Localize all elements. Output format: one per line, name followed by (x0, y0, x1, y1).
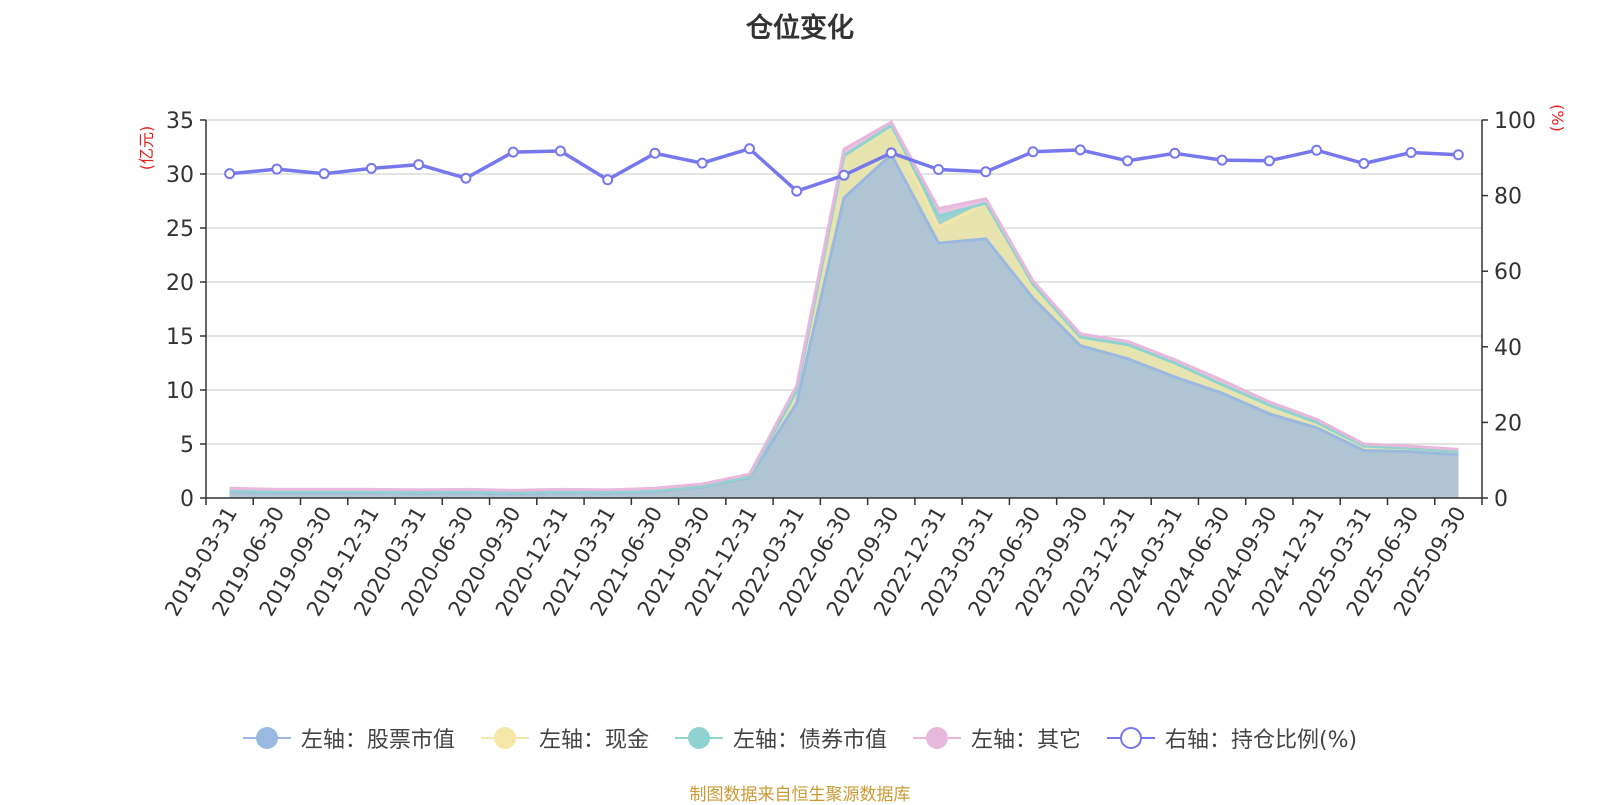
area-0 (229, 154, 1459, 498)
legend-label-stock: 左轴：股票市值 (300, 728, 455, 753)
left-axis-unit-label: (亿元) (137, 126, 156, 171)
data-source-note: 制图数据来自恒生聚源数据库 (689, 785, 911, 805)
legend-symbol-ratio-icon (1106, 726, 1155, 750)
ratio-point-18 (1074, 144, 1086, 156)
left-tick-label-1: 5 (180, 433, 194, 458)
right-tick-label-2: 40 (1494, 336, 1522, 361)
position-change-chart: 05101520253035020406080100(亿元)(%)2019-03… (137, 104, 1567, 620)
right-tick-label-5: 100 (1494, 109, 1536, 134)
right-tick-label-1: 20 (1494, 411, 1522, 436)
legend-label-cash: 左轴：现金 (538, 728, 649, 753)
left-tick-label-6: 30 (166, 163, 194, 188)
legend-symbol-bond-icon (674, 726, 723, 750)
ratio-point-23 (1311, 144, 1323, 156)
left-tick-label-5: 25 (166, 217, 194, 242)
right-tick-label-0: 0 (1494, 487, 1508, 512)
ratio-point-24 (1358, 157, 1370, 169)
left-tick-label-3: 15 (166, 325, 194, 350)
ratio-point-15 (933, 164, 945, 176)
legend-item-stock[interactable]: 左轴：股票市值 (242, 722, 455, 754)
ratio-point-9 (649, 147, 661, 159)
legend-item-ratio[interactable]: 右轴：持仓比例(%) (1106, 722, 1358, 754)
right-axis-unit-label: (%) (1548, 104, 1567, 132)
ratio-point-10 (696, 157, 708, 169)
right-tick-label-3: 60 (1494, 260, 1522, 285)
ratio-point-17 (1027, 146, 1039, 158)
ratio-point-16 (980, 166, 992, 178)
ratio-point-25 (1405, 147, 1417, 159)
legend-item-other[interactable]: 左轴：其它 (912, 722, 1081, 754)
ratio-point-20 (1169, 147, 1181, 159)
legend-item-bond[interactable]: 左轴：债券市值 (674, 722, 887, 754)
ratio-point-11 (743, 143, 755, 155)
right-tick-label-4: 80 (1494, 185, 1522, 210)
ratio-point-4 (413, 159, 425, 171)
ratio-point-26 (1452, 149, 1464, 161)
ratio-point-14 (885, 147, 897, 159)
left-tick-label-0: 0 (180, 487, 194, 512)
ratio-point-21 (1216, 154, 1228, 166)
chart-title: 仓位变化 (746, 13, 854, 44)
ratio-point-1 (271, 163, 283, 175)
ratio-point-12 (791, 185, 803, 197)
ratio-point-5 (460, 172, 472, 184)
ratio-point-13 (838, 169, 850, 181)
ratio-point-7 (554, 145, 566, 157)
chart-legend: 左轴：股票市值 左轴：现金 左轴：债券市值 左轴：其它 右轴：持仓比例(%) (0, 722, 1600, 754)
legend-item-cash[interactable]: 左轴：现金 (480, 722, 649, 754)
ratio-point-22 (1263, 155, 1275, 167)
ratio-point-3 (365, 162, 377, 174)
ratio-point-8 (602, 174, 614, 186)
legend-symbol-other-icon (912, 726, 961, 750)
left-tick-label-4: 20 (166, 271, 194, 296)
area-edge-3 (229, 120, 1459, 492)
legend-label-bond: 左轴：债券市值 (732, 728, 887, 753)
legend-symbol-stock-icon (242, 726, 291, 750)
ratio-point-6 (507, 146, 519, 158)
ratio-point-2 (318, 168, 330, 180)
legend-label-other: 左轴：其它 (970, 728, 1081, 753)
legend-symbol-cash-icon (480, 726, 529, 750)
legend-label-ratio: 右轴：持仓比例(%) (1164, 728, 1358, 753)
left-tick-label-7: 35 (166, 109, 194, 134)
ratio-point-19 (1122, 155, 1134, 167)
left-tick-label-2: 10 (166, 379, 194, 404)
ratio-point-0 (224, 168, 236, 180)
